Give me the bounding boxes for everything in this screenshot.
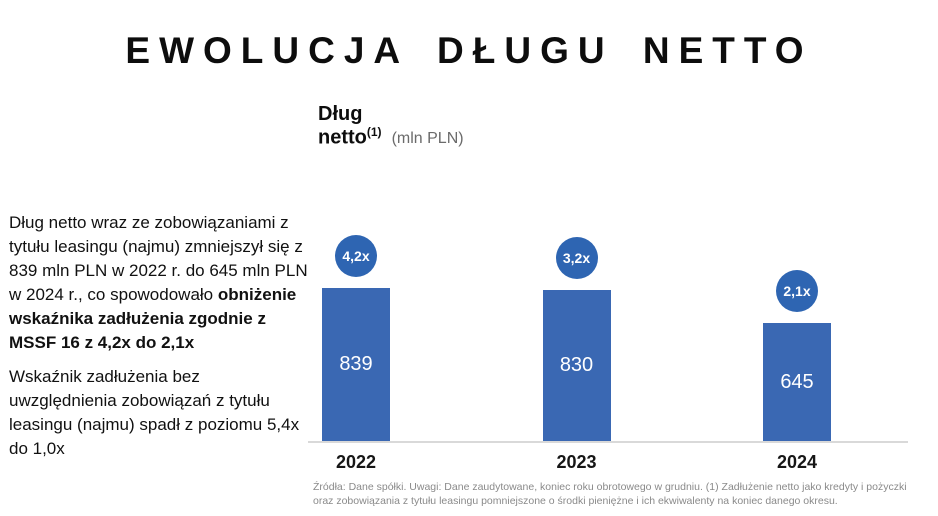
chart-title-footnote-marker: (1) xyxy=(366,125,382,139)
bar-chart: 4,2x 839 2022 3,2x 830 2023 2,1x 645 2024 xyxy=(308,190,908,472)
narrative-text-block: Dług netto wraz ze zobowiązaniami z tytu… xyxy=(9,211,309,461)
bar-group-2023: 3,2x 830 2023 xyxy=(542,237,611,472)
slide-title: EWOLUCJA DŁUGU NETTO xyxy=(125,30,813,71)
bar-value-label-2024: 645 xyxy=(780,370,814,393)
ratio-badge-2024: 2,1x xyxy=(776,270,818,312)
chart-title-line1: Dług xyxy=(318,103,363,125)
x-axis-label-2022: 2022 xyxy=(335,452,377,472)
bar-value-label-2023: 830 xyxy=(559,354,594,376)
chart-title-line2: netto xyxy=(318,126,367,149)
narrative-paragraph-2: Wskaźnik zadłużenia bez uwzględnienia zo… xyxy=(9,367,300,458)
bar-2024: 645 xyxy=(763,323,831,441)
chart-heading: Dług netto(1) (mln PLN) xyxy=(318,103,464,150)
ratio-badge-2022: 4,2x xyxy=(335,235,377,277)
bar-group-2024: 2,1x 645 2024 xyxy=(763,270,831,472)
chart-unit-label: (mln PLN) xyxy=(391,129,464,147)
x-axis-label-2023: 2023 xyxy=(556,452,597,472)
footnote: Źródła: Dane spółki. Uwagi: Dane zaudyto… xyxy=(313,481,907,507)
narrative-paragraph-1-bold: obniżenie wskaźnika zadłużenia zgodnie z… xyxy=(9,285,297,352)
bar-2023: 830 xyxy=(542,290,611,441)
narrative-paragraph-1: Dług netto wraz ze zobowiązaniami z tytu… xyxy=(9,211,309,355)
x-axis-line xyxy=(308,441,908,443)
x-axis-label-2024: 2024 xyxy=(776,452,818,472)
bar-group-2022: 4,2x 839 2022 xyxy=(322,235,390,472)
chart-title: Dług netto(1) xyxy=(318,103,382,150)
narrative-paragraph-1-regular: Dług netto wraz ze zobowiązaniami z tytu… xyxy=(9,213,308,304)
bar-2022: 839 xyxy=(322,288,390,441)
bar-value-label-2022: 839 xyxy=(339,353,373,375)
ratio-badge-2023: 3,2x xyxy=(555,237,598,279)
